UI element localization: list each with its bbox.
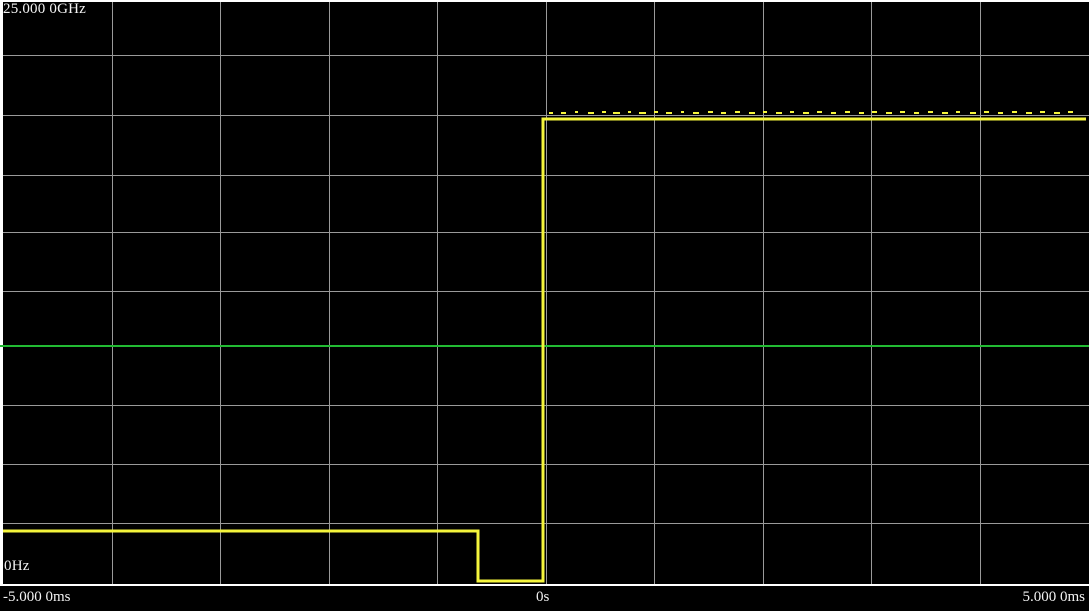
gridline-vertical bbox=[112, 0, 113, 586]
plot-area[interactable]: 25.000 0GHz 0Hz bbox=[0, 0, 1089, 586]
gridline-horizontal bbox=[0, 55, 1089, 56]
y-axis-top-label: 25.000 0GHz bbox=[3, 1, 87, 17]
y-axis-bottom-label: 0Hz bbox=[4, 558, 30, 574]
gridline-horizontal bbox=[0, 115, 1089, 116]
plot-frame-left bbox=[0, 0, 3, 586]
x-axis-strip: -5.000 0ms 0s 5.000 0ms bbox=[0, 586, 1089, 611]
trace-noise bbox=[549, 111, 1073, 114]
gridline-vertical bbox=[329, 0, 330, 586]
trace-segment-left bbox=[3, 196, 545, 583]
gridline-vertical bbox=[654, 0, 655, 586]
gridline-vertical bbox=[220, 0, 221, 586]
gridline-vertical bbox=[546, 0, 547, 586]
frequency-trace bbox=[3, 111, 1086, 583]
x-axis-left-label: -5.000 0ms bbox=[3, 589, 71, 605]
x-axis-right-label: 5.000 0ms bbox=[1022, 589, 1085, 605]
trace-segment-rise bbox=[541, 117, 1086, 581]
plot-frame-top bbox=[0, 0, 1089, 2]
gridline-vertical bbox=[437, 0, 438, 586]
gridline-vertical bbox=[763, 0, 764, 586]
gridline-vertical bbox=[980, 0, 981, 586]
gridline-vertical bbox=[871, 0, 872, 586]
plot-frame-bottom bbox=[0, 584, 1089, 586]
x-axis-center-label: 0s bbox=[536, 589, 550, 605]
